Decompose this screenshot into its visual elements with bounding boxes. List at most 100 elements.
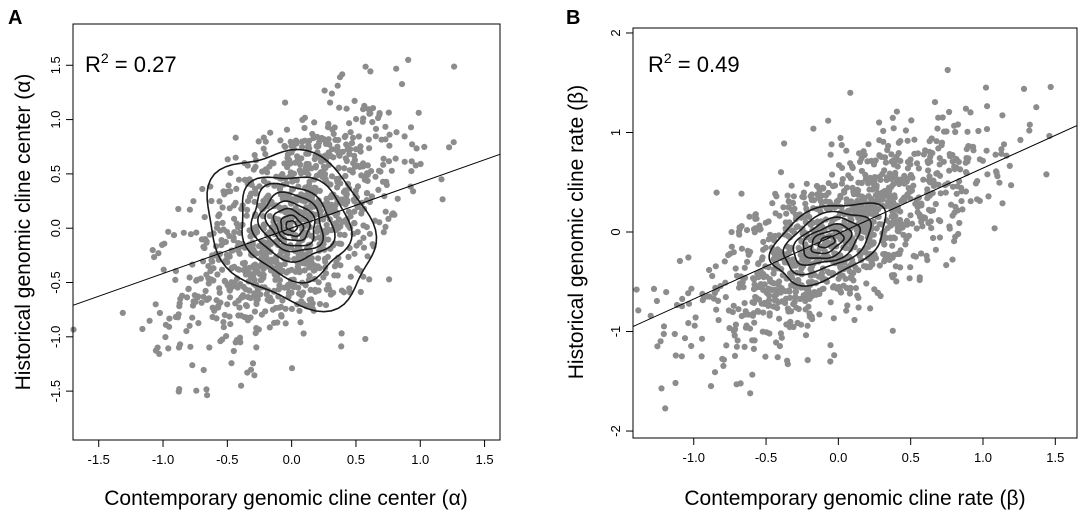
- panel-b-point: [897, 264, 904, 271]
- panel-b-point: [998, 150, 1005, 157]
- panel-b-point: [886, 170, 893, 177]
- panel-b-point: [767, 278, 774, 285]
- panel-a-point: [450, 139, 457, 146]
- panel-b-point: [767, 231, 774, 238]
- panel-b-point: [872, 209, 880, 216]
- panel-b-point: [738, 313, 745, 320]
- panel-b-point: [829, 171, 836, 178]
- panel-a-point: [230, 202, 237, 209]
- panel-a-point: [267, 241, 274, 248]
- panel-a-point: [362, 335, 369, 343]
- panel-b-point: [921, 214, 928, 221]
- panel-a-point: [262, 138, 269, 145]
- panel-b-point: [856, 158, 864, 165]
- panel-a-point: [263, 254, 270, 261]
- panel-b-point: [887, 220, 894, 227]
- panel-b-point: [888, 151, 895, 158]
- panel-b-point: [751, 319, 758, 326]
- panel-b-point: [906, 275, 913, 282]
- panel-b-point: [902, 127, 910, 134]
- panel-a-point: [446, 144, 453, 151]
- panel-b-point: [893, 108, 901, 115]
- panel-a-point: [204, 392, 211, 399]
- panel-a-point: [294, 153, 301, 160]
- panel-b-point: [827, 299, 834, 306]
- panel-b-point: [802, 332, 810, 339]
- panel-b-point: [676, 257, 684, 265]
- panel-b-point: [930, 234, 937, 242]
- panel-a-point: [185, 286, 192, 293]
- panel-b-point: [808, 191, 816, 198]
- panel-a-point: [152, 301, 159, 308]
- panel-a-point: [190, 298, 197, 305]
- panel-b-point: [803, 180, 810, 187]
- panel-a-point: [179, 292, 186, 299]
- panel-a-plot-frame: [72, 23, 501, 441]
- panel-b-contour-line: [810, 229, 845, 255]
- panel-a-point: [229, 283, 236, 290]
- panel-a-point: [377, 168, 384, 175]
- panel-b-point: [925, 167, 932, 174]
- panel-a-point: [401, 133, 408, 140]
- panel-a-point: [218, 237, 225, 244]
- panel-a-point: [342, 187, 349, 194]
- panel-b-x-tick-label: 0.0: [829, 450, 847, 465]
- panel-b-point: [720, 362, 727, 369]
- panel-b-point: [753, 215, 760, 222]
- panel-b-point: [725, 307, 733, 314]
- panel-a-point: [281, 261, 288, 268]
- panel-b-point: [946, 225, 953, 232]
- panel-b-point: [855, 187, 862, 194]
- panel-b-point: [672, 379, 679, 387]
- panel-a-point: [351, 152, 358, 159]
- panel-b-point: [755, 274, 762, 281]
- panel-a-point: [187, 343, 194, 350]
- panel-a-point: [262, 166, 269, 173]
- panel-a-point: [342, 155, 349, 162]
- panel-b-point: [949, 256, 956, 263]
- panel-a-point: [216, 285, 223, 292]
- panel-b-r2-value: = 0.49: [672, 52, 740, 77]
- panel-b-contour-line: [817, 235, 836, 249]
- panel-b-point: [784, 361, 791, 368]
- panel-a-point: [259, 206, 266, 213]
- panel-b-point: [774, 246, 781, 253]
- panel-b-point: [793, 224, 800, 231]
- panel-a-point: [353, 116, 360, 123]
- panel-a-point: [321, 255, 329, 262]
- panel-a-point: [215, 213, 222, 220]
- panel-a-point: [341, 165, 348, 172]
- panel-b-point: [728, 229, 735, 236]
- panel-a-point: [205, 263, 212, 270]
- panel-a-point: [200, 243, 207, 250]
- panel-a-point: [239, 292, 247, 299]
- panel-a-point: [311, 119, 318, 126]
- panel-a-point: [410, 188, 417, 195]
- panel-b-point: [842, 275, 849, 282]
- panel-b-point: [863, 264, 870, 271]
- panel-b-point: [843, 307, 850, 314]
- panel-b-y-tick-label: -1: [608, 326, 623, 338]
- panel-a-y-tick-label: 1.0: [48, 111, 63, 129]
- panel-b-point: [876, 119, 883, 126]
- panel-b-point: [710, 295, 718, 302]
- panel-a-point: [334, 272, 341, 279]
- panel-a-point: [186, 206, 193, 213]
- panel-a-point: [224, 301, 231, 308]
- panel-b-point: [868, 195, 875, 202]
- panel-a-point: [293, 177, 300, 184]
- panel-a-point: [361, 102, 368, 109]
- panel-b-point: [736, 231, 743, 238]
- panel-a-point: [322, 270, 330, 277]
- panel-a-point: [417, 160, 424, 168]
- panel-a-point: [334, 178, 341, 186]
- panel-b-point: [836, 162, 843, 169]
- panel-a-point: [296, 307, 303, 314]
- panel-b-point: [800, 189, 808, 196]
- panel-b-point: [746, 325, 754, 332]
- panel-a-point: [180, 229, 187, 236]
- panel-b-point: [943, 262, 950, 269]
- panel-a-point: [325, 149, 332, 156]
- panel-a-point: [334, 147, 341, 154]
